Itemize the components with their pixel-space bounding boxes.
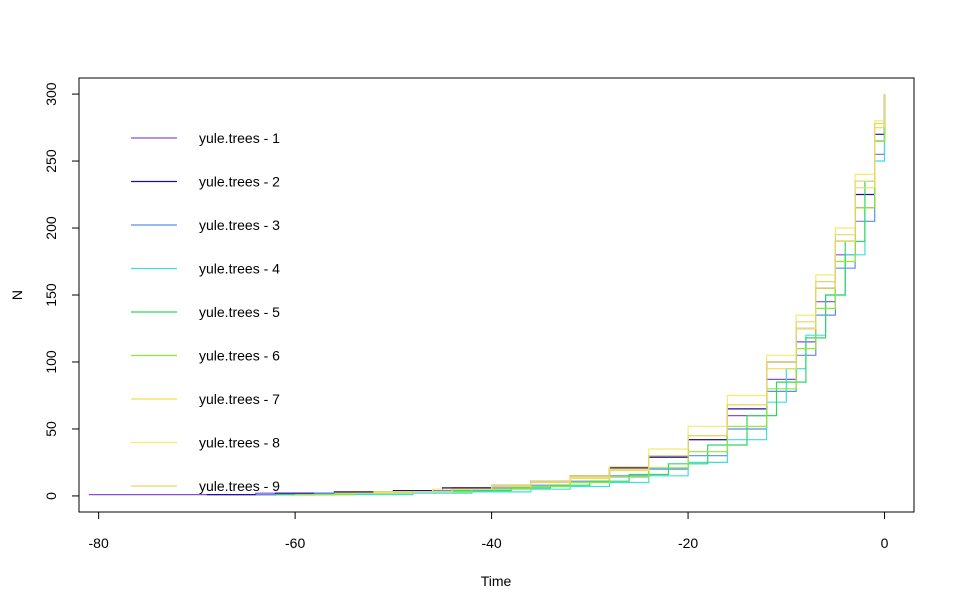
series-line-4 [295, 94, 886, 496]
legend-label-4: yule.trees - 4 [199, 261, 280, 277]
x-tick-label: -40 [481, 535, 501, 551]
legend: yule.trees - 1 yule.trees - 2 yule.trees -… [131, 130, 280, 494]
x-axis-label: Time [481, 573, 512, 589]
x-axis: -80 -60 -40 -20 0 [89, 511, 889, 551]
y-tick-label: 150 [43, 283, 59, 307]
y-tick-label: 100 [43, 350, 59, 374]
series-line-5 [275, 94, 886, 496]
y-axis: 0 50 100 150 200 250 300 [43, 82, 80, 500]
x-tick-label: -20 [678, 535, 698, 551]
y-axis-label: N [9, 290, 25, 300]
legend-label-5: yule.trees - 5 [199, 304, 280, 320]
legend-label-8: yule.trees - 8 [199, 435, 280, 451]
y-tick-label: 250 [43, 149, 59, 173]
legend-label-2: yule.trees - 2 [199, 174, 280, 190]
y-tick-label: 200 [43, 216, 59, 240]
series-line-3 [255, 94, 886, 496]
series-line-9 [393, 94, 886, 493]
legend-label-6: yule.trees - 6 [199, 348, 280, 364]
series-line-6 [295, 94, 886, 496]
legend-label-1: yule.trees - 1 [199, 130, 280, 146]
y-tick-label: 300 [43, 82, 59, 106]
x-tick-label: 0 [881, 535, 889, 551]
series-line-8 [373, 94, 886, 493]
legend-label-7: yule.trees - 7 [199, 391, 280, 407]
series-line-2 [206, 94, 886, 496]
legend-label-3: yule.trees - 3 [199, 217, 280, 233]
y-tick-label: 50 [43, 421, 59, 437]
legend-label-9: yule.trees - 9 [199, 478, 280, 494]
x-tick-label: -60 [285, 535, 305, 551]
x-tick-label: -80 [89, 535, 109, 551]
series-line-7 [334, 94, 886, 494]
y-tick-label: 0 [43, 492, 59, 500]
series-lines [88, 94, 886, 496]
